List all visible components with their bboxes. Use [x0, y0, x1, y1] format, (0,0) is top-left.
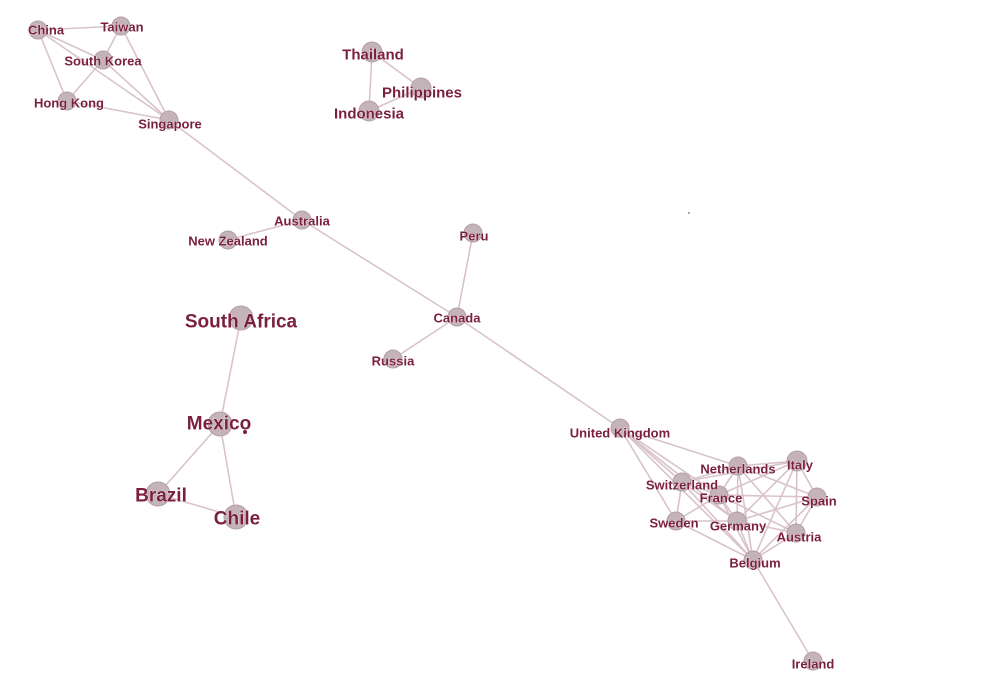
label-canada: Canada: [434, 311, 482, 326]
edge-belgium-ireland: [752, 559, 814, 662]
edge-united-kingdom-belgium: [619, 427, 754, 561]
node-singapore: [159, 110, 179, 130]
edge-united-kingdom-france: [619, 427, 720, 496]
edge-taiwan-singapore: [120, 25, 170, 121]
label-singapore: Singapore: [138, 117, 202, 132]
edge-brazil-chile: [157, 493, 237, 518]
node-switzerland: [672, 472, 692, 492]
edge-china-singapore: [37, 29, 170, 121]
node-ireland: [803, 651, 823, 671]
node-russia: [383, 349, 403, 369]
node-south-korea: [93, 50, 113, 70]
node-south-africa: [228, 305, 254, 331]
label-south-korea: South Korea: [64, 54, 142, 69]
edge-france-austria: [718, 494, 797, 534]
edge-south-korea-singapore: [102, 59, 170, 121]
edge-china-south-korea: [37, 29, 104, 61]
node-china: [28, 20, 48, 40]
label-philippines: Philippines: [382, 85, 462, 102]
stray-dot-mark: [243, 430, 247, 434]
edge-netherlands-switzerland: [681, 465, 739, 483]
edge-china-hong-kong: [37, 29, 68, 102]
edge-south-africa-mexico: [219, 317, 242, 425]
edge-germany-austria: [736, 520, 797, 534]
label-germany: Germany: [710, 519, 767, 534]
label-hong-kong: Hong Kong: [34, 96, 104, 111]
label-brazil: Brazil: [135, 486, 187, 507]
label-south-africa: South Africa: [185, 312, 298, 333]
label-thailand: Thailand: [342, 47, 404, 64]
edge-australia-canada: [301, 219, 458, 318]
node-spain: [807, 487, 827, 507]
edge-spain-germany: [736, 496, 818, 522]
label-spain: Spain: [801, 494, 836, 509]
edge-sweden-belgium: [675, 520, 754, 561]
label-taiwan: Taiwan: [100, 20, 143, 35]
edge-peru-canada: [456, 232, 474, 318]
edge-united-kingdom-sweden: [619, 427, 677, 522]
label-russia: Russia: [372, 354, 415, 369]
node-philippines: [410, 77, 432, 99]
node-united-kingdom: [610, 418, 630, 438]
label-indonesia: Indonesia: [334, 106, 405, 123]
node-indonesia: [358, 100, 380, 122]
edge-mexico-chile: [219, 423, 237, 518]
node-netherlands: [728, 456, 748, 476]
node-layer: [28, 16, 827, 671]
node-mexico: [207, 411, 233, 437]
label-layer: China Taiwan South Korea Hong Kong Singapore…: [28, 19, 837, 672]
node-chile: [223, 504, 249, 530]
edge-canada-united-kingdom: [456, 316, 621, 429]
edge-spain-belgium: [752, 496, 818, 561]
edge-australia-new-zealand: [227, 219, 303, 241]
edge-italy-france: [718, 460, 798, 496]
label-italy: Italy: [787, 458, 814, 473]
edge-italy-belgium: [752, 460, 798, 561]
edge-china-taiwan: [37, 25, 122, 31]
edge-mexico-brazil: [157, 423, 221, 495]
label-netherlands: Netherlands: [700, 462, 775, 477]
edge-united-kingdom-netherlands: [619, 427, 739, 467]
node-thailand: [361, 41, 383, 63]
node-belgium: [743, 550, 763, 570]
label-new-zealand: New Zealand: [188, 234, 268, 249]
edge-singapore-australia: [168, 119, 303, 221]
label-austria: Austria: [777, 530, 823, 545]
label-mexico: Mexico: [187, 414, 251, 435]
node-peru: [463, 223, 483, 243]
label-sweden: Sweden: [649, 516, 698, 531]
label-australia: Australia: [274, 214, 330, 229]
node-australia: [292, 210, 312, 230]
node-brazil: [145, 481, 171, 507]
edge-canada-russia: [392, 316, 458, 360]
edge-netherlands-austria: [737, 465, 797, 534]
node-hong-kong: [57, 91, 77, 111]
label-france: France: [700, 491, 743, 506]
edge-hong-kong-singapore: [66, 100, 170, 121]
label-ireland: Ireland: [792, 657, 835, 672]
node-canada: [447, 307, 467, 327]
label-china: China: [28, 23, 65, 38]
node-austria: [786, 523, 806, 543]
label-peru: Peru: [460, 229, 489, 244]
label-chile: Chile: [214, 509, 260, 530]
edge-france-spain: [718, 494, 818, 498]
label-belgium: Belgium: [729, 556, 780, 571]
node-italy: [786, 450, 808, 472]
label-switzerland: Switzerland: [646, 478, 718, 493]
label-united-kingdom: United Kingdom: [570, 426, 670, 441]
node-sweden: [666, 511, 686, 531]
stray-dot-mark: [688, 212, 690, 214]
node-france: [709, 485, 729, 505]
node-taiwan: [111, 16, 131, 36]
node-germany: [727, 511, 747, 531]
edge-italy-germany: [736, 460, 798, 522]
node-new-zealand: [218, 230, 238, 250]
